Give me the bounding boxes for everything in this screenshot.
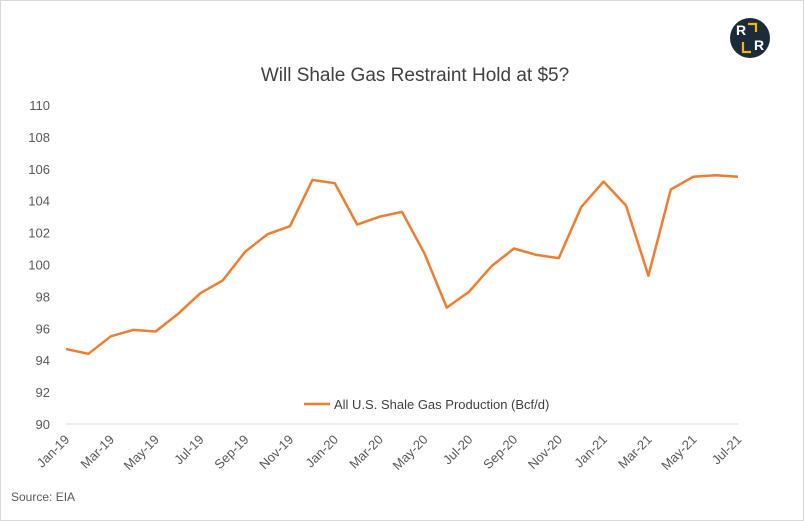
y-tick-label: 102: [28, 226, 50, 241]
y-tick-label: 90: [36, 417, 50, 432]
x-tick-label: Sep-19: [211, 432, 251, 472]
x-tick-label: Jan-19: [34, 432, 73, 471]
legend-label: All U.S. Shale Gas Production (Bcf/d): [334, 397, 549, 412]
x-tick-label: Mar-21: [615, 432, 655, 472]
x-tick-label: Mar-19: [77, 432, 117, 472]
y-tick-label: 108: [28, 130, 50, 145]
x-tick-label: Nov-20: [525, 432, 565, 472]
svg-text:R: R: [754, 37, 764, 53]
x-axis-ticks: Jan-19 Mar-19 May-19 Jul-19 Sep-19 Nov-19 Jan-…: [34, 432, 745, 473]
y-tick-label: 106: [28, 162, 50, 177]
y-axis-ticks: 90 92 94 96 98 100 102 104 106 108 110: [28, 98, 50, 432]
x-tick-label: Sep-20: [480, 432, 520, 472]
x-tick-label: Nov-19: [256, 432, 296, 472]
y-tick-label: 96: [36, 321, 50, 336]
x-tick-label: Jul-21: [709, 432, 745, 468]
svg-text:R: R: [736, 22, 746, 38]
y-tick-label: 92: [36, 385, 50, 400]
y-tick-label: 98: [36, 289, 50, 304]
y-tick-label: 110: [29, 98, 50, 113]
source-note: Source: EIA: [11, 490, 76, 504]
rr-logo: R R: [730, 18, 770, 58]
x-tick-label: May-21: [658, 432, 699, 473]
series-line-shale-gas: [65, 173, 739, 356]
x-tick-label: May-19: [121, 432, 162, 473]
chart-title: Will Shale Gas Restraint Hold at $5?: [261, 65, 569, 86]
x-tick-label: Jul-19: [171, 432, 207, 468]
x-tick-label: Jul-20: [440, 432, 476, 468]
x-tick-label: Jan-21: [571, 432, 610, 471]
y-tick-label: 104: [28, 194, 50, 209]
x-tick-label: Jan-20: [302, 432, 341, 471]
x-tick-label: Mar-20: [346, 432, 386, 472]
x-tick-label: May-20: [389, 432, 430, 473]
y-tick-label: 94: [36, 353, 50, 368]
legend: All U.S. Shale Gas Production (Bcf/d): [304, 397, 549, 412]
y-tick-label: 100: [28, 258, 50, 273]
